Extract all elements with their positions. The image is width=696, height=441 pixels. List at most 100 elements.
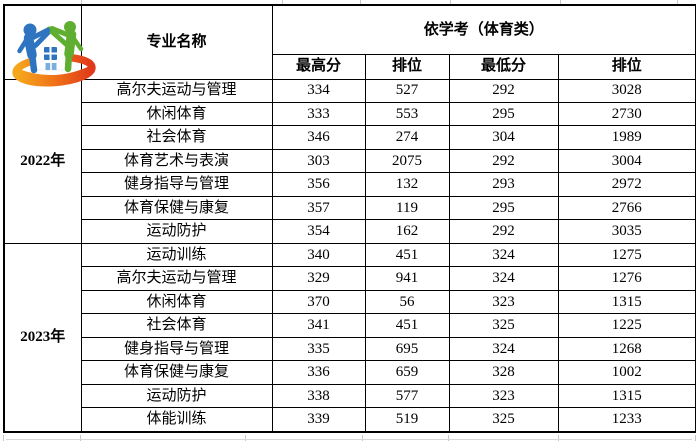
gridline-tick — [3, 435, 4, 441]
min-rank-cell: 1989 — [557, 125, 696, 150]
min-rank-cell: 3028 — [557, 78, 696, 103]
col-header-min-score: 最低分 — [448, 53, 559, 80]
max-rank-cell: 119 — [364, 195, 450, 221]
col-header-max-score: 最高分 — [271, 53, 366, 80]
min-score-cell: 325 — [448, 407, 559, 433]
col-header-max-rank: 排位 — [364, 53, 450, 80]
min-score-cell: 293 — [448, 172, 559, 197]
min-score-cell: 324 — [448, 266, 559, 291]
major-cell: 体育保健与康复 — [80, 195, 273, 221]
major-cell: 高尔夫运动与管理 — [80, 266, 273, 291]
min-score-cell: 295 — [448, 195, 559, 221]
min-rank-cell: 1002 — [557, 360, 696, 385]
gridline-tick — [448, 435, 449, 441]
min-score-cell: 324 — [448, 336, 559, 362]
min-rank-cell: 1233 — [557, 407, 696, 433]
max-score-cell: 333 — [271, 101, 366, 127]
major-cell: 休闲体育 — [80, 289, 273, 315]
min-score-cell: 323 — [448, 289, 559, 315]
max-score-cell: 357 — [271, 195, 366, 221]
min-score-cell: 325 — [448, 313, 559, 338]
table-row: 休闲体育 333 553 295 2730 — [4, 101, 696, 127]
header-row-group: 专业名称 依学考（体育类） — [3, 4, 696, 80]
major-cell: 健身指导与管理 — [80, 336, 273, 362]
max-score-cell: 303 — [271, 148, 366, 174]
major-cell: 体育保健与康复 — [80, 360, 273, 385]
max-rank-cell: 553 — [364, 101, 450, 127]
max-score-cell: 356 — [271, 172, 366, 197]
table-row: 健身指导与管理 356 132 293 2972 — [4, 172, 696, 197]
gridline-tick — [558, 435, 559, 441]
major-cell: 休闲体育 — [80, 101, 273, 127]
min-rank-cell: 2730 — [557, 101, 696, 127]
max-score-cell: 335 — [271, 336, 366, 362]
max-score-cell: 340 — [271, 242, 366, 268]
major-cell: 运动训练 — [80, 242, 273, 268]
table-row: 体育保健与康复 357 119 295 2766 — [4, 195, 696, 221]
max-rank-cell: 451 — [364, 313, 450, 338]
max-rank-cell: 695 — [364, 336, 450, 362]
table-row: 社会体育 341 451 325 1225 — [4, 313, 696, 338]
max-score-cell: 336 — [271, 360, 366, 385]
col-header-major: 专业名称 — [80, 4, 273, 80]
min-rank-cell: 3004 — [557, 148, 696, 174]
max-score-cell: 341 — [271, 313, 366, 338]
col-header-group: 依学考（体育类） — [271, 4, 696, 55]
table-row: 体育保健与康复 336 659 328 1002 — [4, 360, 696, 385]
table-row: 体能训练 339 519 325 1233 — [4, 407, 696, 433]
col-header-min-rank: 排位 — [557, 53, 696, 80]
min-rank-cell: 1276 — [557, 266, 696, 291]
table-row: 休闲体育 370 56 323 1315 — [4, 289, 696, 315]
table-row: 2023年 运动训练 340 451 324 1275 — [3, 242, 696, 433]
gridline-tick — [282, 0, 283, 4]
min-score-cell: 323 — [448, 383, 559, 409]
min-rank-cell: 2766 — [557, 195, 696, 221]
major-cell: 社会体育 — [80, 313, 273, 338]
max-rank-cell: 2075 — [364, 148, 450, 174]
gridline-tick — [362, 435, 363, 441]
max-rank-cell: 162 — [364, 219, 450, 244]
major-cell: 高尔夫运动与管理 — [80, 78, 273, 103]
major-cell: 体育艺术与表演 — [80, 148, 273, 174]
min-score-cell: 324 — [448, 242, 559, 268]
min-score-cell: 328 — [448, 360, 559, 385]
max-rank-cell: 527 — [364, 78, 450, 103]
min-score-cell: 292 — [448, 219, 559, 244]
gridline-horizontal — [6, 439, 692, 440]
gridline-tick — [450, 0, 451, 4]
min-score-cell: 295 — [448, 101, 559, 127]
major-cell: 体能训练 — [80, 407, 273, 433]
min-rank-cell: 1315 — [557, 289, 696, 315]
max-rank-cell: 132 — [364, 172, 450, 197]
year-cell-2022: 2022年 — [3, 78, 82, 244]
table-row: 运动防护 338 577 323 1315 — [4, 383, 696, 409]
max-score-cell: 370 — [271, 289, 366, 315]
max-rank-cell: 56 — [364, 289, 450, 315]
table-row: 高尔夫运动与管理 329 941 324 1276 — [4, 266, 696, 291]
max-score-cell: 346 — [271, 125, 366, 150]
gridline-tick — [360, 0, 361, 4]
min-rank-cell: 1315 — [557, 383, 696, 409]
min-score-cell: 292 — [448, 78, 559, 103]
min-rank-cell: 1225 — [557, 313, 696, 338]
max-rank-cell: 519 — [364, 407, 450, 433]
max-rank-cell: 274 — [364, 125, 450, 150]
major-cell: 运动防护 — [80, 383, 273, 409]
gridline-tick — [81, 0, 82, 4]
table-row: 2022年 高尔夫运动与管理 334 527 292 3028 — [3, 78, 696, 244]
year-cell-2023: 2023年 — [3, 242, 82, 433]
min-rank-cell: 3035 — [557, 219, 696, 244]
major-cell: 健身指导与管理 — [80, 172, 273, 197]
major-cell: 运动防护 — [80, 219, 273, 244]
max-score-cell: 329 — [271, 266, 366, 291]
table-row: 运动防护 354 162 292 3035 — [4, 219, 696, 244]
max-score-cell: 334 — [271, 78, 366, 103]
logo-cell — [3, 4, 82, 80]
max-rank-cell: 451 — [364, 242, 450, 268]
min-rank-cell: 2972 — [557, 172, 696, 197]
gridline-tick — [80, 435, 81, 441]
gridline-tick — [560, 0, 561, 4]
min-score-cell: 304 — [448, 125, 559, 150]
header-row-sub: 最高分 排位 最低分 排位 — [4, 53, 696, 80]
